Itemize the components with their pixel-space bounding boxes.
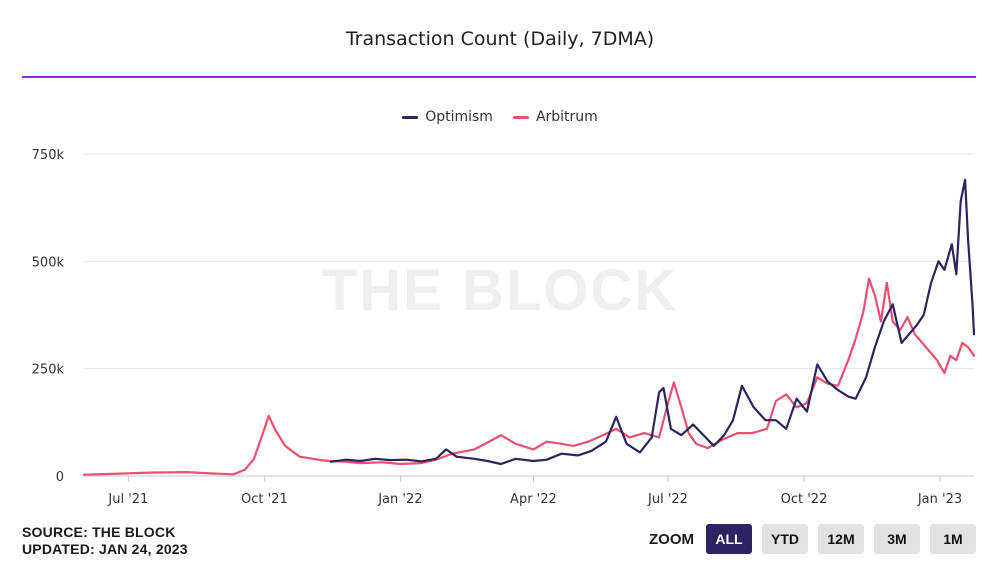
chart-legend: Optimism Arbitrum bbox=[0, 109, 1000, 125]
legend-label-optimism: Optimism bbox=[425, 109, 493, 125]
line-chart: THE BLOCK 0 250k 500k 750k Jul '21 Oct '21 Jan … bbox=[32, 148, 976, 507]
zoom-3m-button[interactable]: 3M bbox=[874, 524, 920, 554]
legend-swatch-arbitrum bbox=[512, 115, 529, 119]
x-tick-label: Jan '23 bbox=[917, 492, 962, 507]
y-tick-label: 0 bbox=[56, 470, 64, 485]
zoom-label: ZOOM bbox=[649, 530, 694, 548]
chart-title: Transaction Count (Daily, 7DMA) bbox=[345, 28, 655, 50]
x-tick-label: Jan '22 bbox=[377, 492, 422, 507]
legend-swatch-optimism bbox=[402, 115, 419, 119]
x-tick-label: Oct '22 bbox=[781, 492, 828, 507]
y-tick-label: 750k bbox=[32, 148, 65, 163]
series-line-optimism bbox=[329, 178, 976, 466]
watermark-text: THE BLOCK bbox=[322, 258, 678, 323]
zoom-ytd-button[interactable]: YTD bbox=[762, 524, 808, 554]
x-tick-label: Jul '21 bbox=[107, 492, 148, 507]
x-tick-label: Jul '22 bbox=[647, 492, 688, 507]
zoom-all-button[interactable]: ALL bbox=[706, 524, 752, 554]
legend-item-arbitrum[interactable]: Arbitrum bbox=[512, 109, 598, 125]
updated-label: UPDATED: JAN 24, 2023 bbox=[22, 541, 188, 557]
series-line-arbitrum bbox=[82, 277, 976, 476]
zoom-controls: ZOOM ALL YTD 12M 3M 1M bbox=[649, 524, 976, 554]
zoom-1m-button[interactable]: 1M bbox=[930, 524, 976, 554]
source-note: SOURCE: THE BLOCK UPDATED: JAN 24, 2023 bbox=[22, 524, 188, 558]
title-divider bbox=[22, 76, 976, 78]
y-tick-label: 250k bbox=[32, 363, 65, 378]
x-tick-label: Apr '22 bbox=[510, 492, 557, 507]
legend-label-arbitrum: Arbitrum bbox=[535, 109, 598, 125]
legend-item-optimism[interactable]: Optimism bbox=[402, 109, 493, 125]
x-tick-label: Oct '21 bbox=[241, 492, 288, 507]
source-label: SOURCE: THE BLOCK bbox=[22, 524, 176, 540]
y-tick-label: 500k bbox=[32, 255, 65, 270]
zoom-12m-button[interactable]: 12M bbox=[818, 524, 864, 554]
